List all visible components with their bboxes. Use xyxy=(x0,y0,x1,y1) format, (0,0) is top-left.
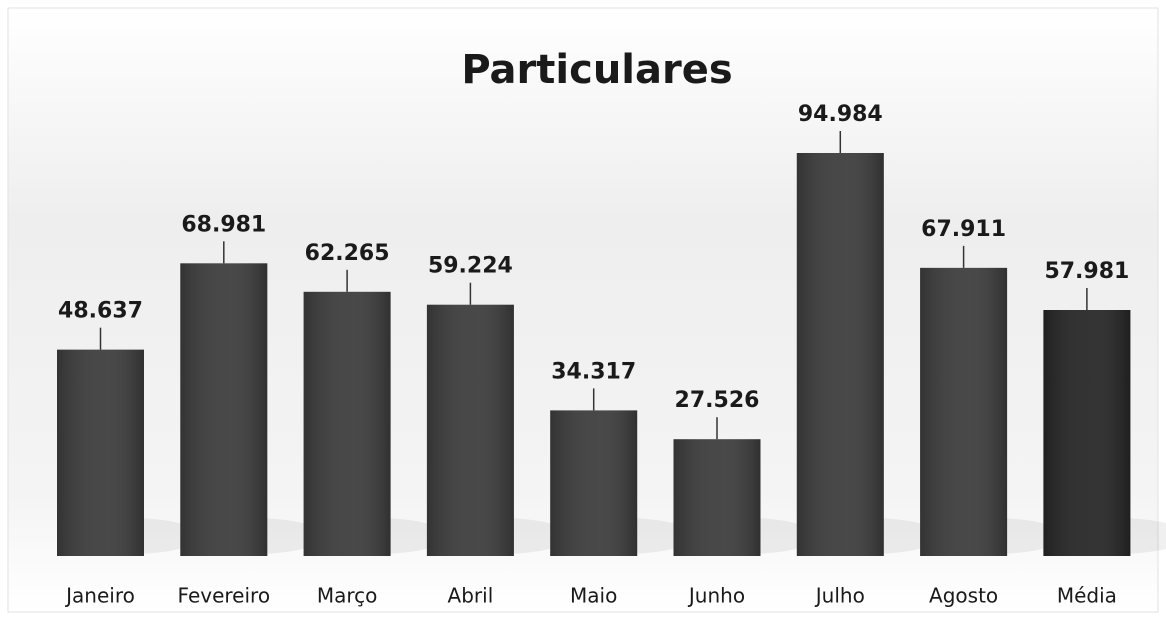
chart-title: Particulares xyxy=(461,47,732,93)
x-tick-label: Janeiro xyxy=(64,584,135,608)
bar-shade xyxy=(550,410,638,556)
value-label: 27.526 xyxy=(675,388,760,413)
x-tick-label: Junho xyxy=(687,584,745,608)
bar-shade xyxy=(303,291,391,556)
value-label: 62.265 xyxy=(305,241,390,266)
value-label: 57.981 xyxy=(1044,259,1129,284)
x-tick-label: Março xyxy=(317,584,378,608)
x-tick-label: Fevereiro xyxy=(178,584,271,608)
x-tick-label: Julho xyxy=(814,584,865,608)
bar-shade xyxy=(57,349,144,556)
x-tick-label: Abril xyxy=(448,584,494,608)
bar-shade xyxy=(920,267,1008,556)
value-label: 34.317 xyxy=(551,359,636,384)
x-tick-label: Agosto xyxy=(929,584,998,608)
x-tick-label: Maio xyxy=(570,584,617,608)
bar-shade xyxy=(796,153,884,556)
x-tick-label: Média xyxy=(1057,584,1117,608)
value-label: 67.911 xyxy=(921,217,1006,242)
bar-shade xyxy=(1043,309,1131,556)
value-label: 68.981 xyxy=(181,212,266,237)
bar-shade xyxy=(426,304,514,556)
value-label: 48.637 xyxy=(58,299,143,324)
value-label: 94.984 xyxy=(798,102,883,127)
bar-shade xyxy=(673,439,761,556)
value-label: 59.224 xyxy=(428,254,513,279)
bar-shade xyxy=(180,263,268,556)
